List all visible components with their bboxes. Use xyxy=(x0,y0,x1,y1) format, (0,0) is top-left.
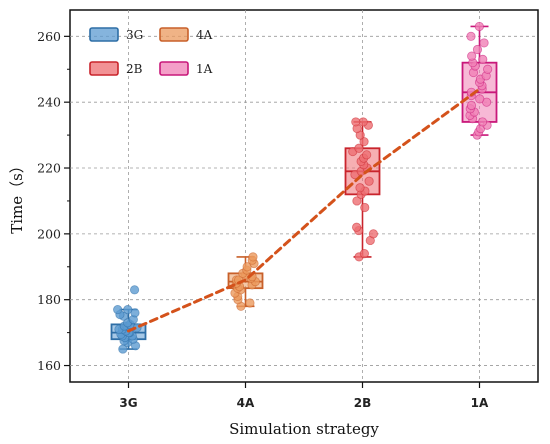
data-point xyxy=(368,229,378,239)
legend-label: 2B xyxy=(126,62,143,76)
trend-line xyxy=(127,87,481,333)
data-point xyxy=(351,117,361,127)
x-tick-label: 3G xyxy=(119,396,137,410)
legend-label: 4A xyxy=(196,28,213,42)
data-point xyxy=(248,252,258,262)
x-tick-label: 2B xyxy=(354,396,372,410)
mean-trend-line xyxy=(127,87,481,333)
x-tick-label: 4A xyxy=(237,396,255,410)
box-3G xyxy=(110,285,147,354)
data-point xyxy=(474,21,484,32)
box-1A xyxy=(461,21,498,140)
y-tick-label: 240 xyxy=(37,95,61,110)
legend-item-1A: 1A xyxy=(159,61,213,76)
legend-item-2B: 2B xyxy=(89,61,143,76)
legend-swatch xyxy=(159,61,189,76)
data-point xyxy=(113,304,123,315)
y-tick-label: 160 xyxy=(37,358,61,373)
legend: 3G 4A 2B 1A xyxy=(89,27,213,76)
data-point xyxy=(129,285,140,295)
x-axis: 3G 4A 2B 1A xyxy=(119,382,489,410)
boxes xyxy=(110,21,498,354)
data-point xyxy=(352,196,362,206)
data-point xyxy=(360,202,370,213)
y-tick-label: 220 xyxy=(37,161,61,176)
legend-label: 1A xyxy=(196,62,213,76)
box-2B xyxy=(344,117,381,262)
data-point xyxy=(123,304,133,315)
data-point xyxy=(478,54,488,64)
data-point xyxy=(466,100,477,111)
plot-area xyxy=(69,9,539,383)
data-point xyxy=(483,64,493,74)
x-axis-title: Simulation strategy xyxy=(229,420,379,438)
y-tick-label: 260 xyxy=(37,29,61,44)
data-point xyxy=(245,298,255,308)
data-point xyxy=(467,51,477,61)
y-axis: 160 180 200 220 240 260 xyxy=(37,29,70,373)
legend-item-4A: 4A xyxy=(159,27,213,42)
y-tick-label: 180 xyxy=(37,292,61,307)
data-point xyxy=(477,117,488,127)
data-point xyxy=(466,31,476,41)
legend-swatch xyxy=(89,61,119,76)
data-point xyxy=(359,249,369,259)
legend-label: 3G xyxy=(126,28,143,42)
data-point xyxy=(352,222,362,232)
legend-swatch xyxy=(89,27,119,42)
box-4A xyxy=(227,252,264,311)
legend-swatch xyxy=(159,27,189,42)
legend-item-3G: 3G xyxy=(89,27,143,42)
data-point xyxy=(355,183,365,193)
x-tick-label: 1A xyxy=(471,396,489,410)
data-point xyxy=(354,143,364,153)
data-point xyxy=(475,94,485,104)
y-tick-label: 200 xyxy=(37,226,61,241)
data-point xyxy=(364,176,374,186)
data-point xyxy=(362,150,372,160)
data-point xyxy=(472,44,483,55)
data-point xyxy=(479,38,489,48)
y-axis-title: Time（s） xyxy=(8,158,26,234)
